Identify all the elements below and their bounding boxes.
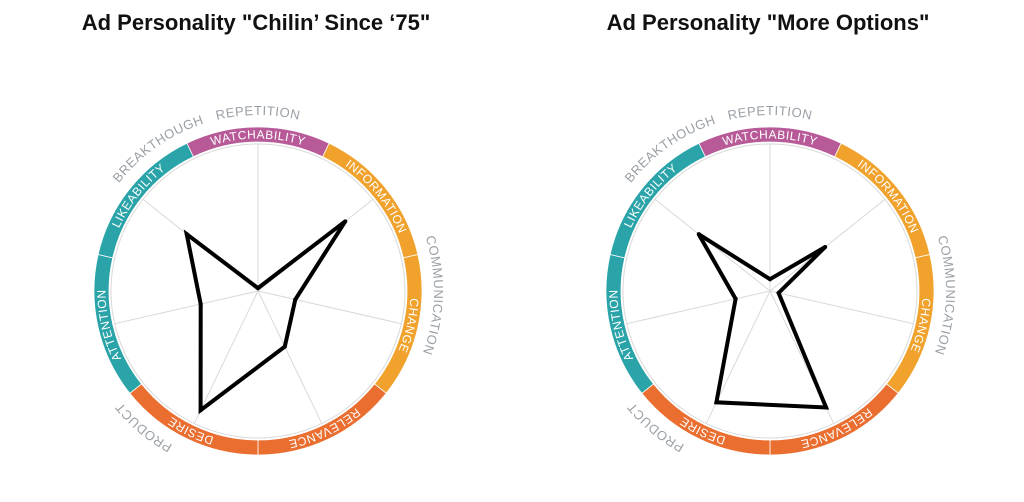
radar-point-watchability	[256, 286, 260, 291]
radar-point-information	[823, 245, 828, 250]
segment-likeability	[609, 142, 706, 259]
chart-panel-left: Ad Personality "Chilin’ Since ‘75" WATCH…	[81, 10, 446, 456]
segment-label-watchability: WATCHABILITY	[721, 127, 819, 148]
radar-point-desire	[714, 400, 719, 405]
radar-point-likeability	[184, 232, 189, 237]
group-label-communication: COMMUNICATION	[420, 234, 446, 357]
chart-title-left: Ad Personality "Chilin’ Since ‘75"	[81, 10, 431, 35]
radar-point-likeability	[696, 232, 701, 237]
radar-point-desire	[198, 408, 203, 413]
group-label-communication: COMMUNICATION	[932, 234, 958, 357]
grid-spoke	[769, 290, 914, 325]
radar-chart-right: WATCHABILITYINFORMATIONCHANGERELEVANCEDE…	[605, 103, 958, 456]
radar-grid	[110, 143, 406, 439]
grid-spoke	[257, 290, 323, 424]
group-label-repetition: REPETITION	[726, 103, 813, 123]
radar-point-change	[293, 297, 298, 302]
chart-title-right: Ad Personality "More Options"	[606, 10, 930, 35]
radar-chart-left: WATCHABILITYINFORMATIONCHANGERELEVANCEDE…	[93, 103, 446, 456]
group-label-repetition: REPETITION	[214, 103, 301, 123]
chart-panel-right: Ad Personality "More Options" WATCHABILI…	[512, 0, 1024, 502]
segment-likeability	[97, 142, 194, 259]
radar-point-change	[776, 290, 781, 295]
grid-spoke	[114, 290, 259, 325]
grid-spoke	[193, 290, 259, 424]
radar-series-line	[696, 232, 830, 410]
radar-point-relevance	[282, 344, 287, 349]
radar-point-attention	[733, 296, 738, 301]
radar-point-attention	[198, 302, 203, 307]
radar-point-relevance	[824, 405, 829, 410]
radar-point-information	[343, 219, 348, 224]
segment-label-watchability: WATCHABILITY	[209, 127, 307, 148]
grid-spoke	[257, 290, 402, 325]
radar-point-watchability	[768, 277, 772, 282]
grid-spoke	[626, 290, 771, 325]
radar-series-line	[183, 219, 347, 415]
radar-grid	[622, 143, 918, 439]
grid-spoke	[769, 198, 886, 292]
